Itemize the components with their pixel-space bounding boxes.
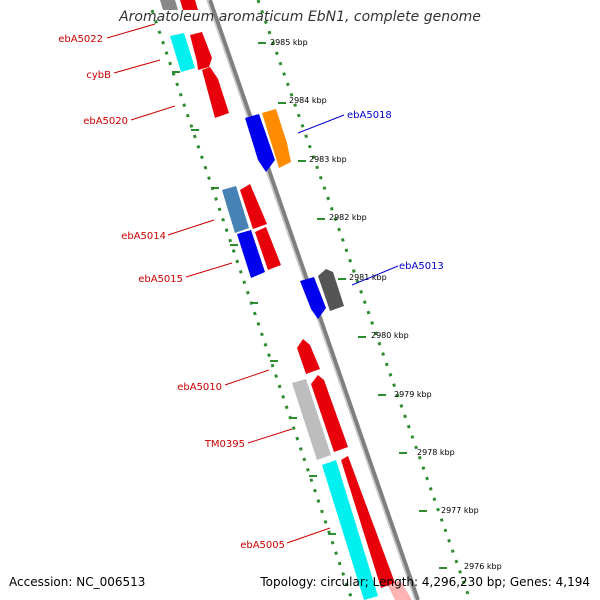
gene-label[interactable]: ebA5010 [177, 382, 222, 393]
gene-arrow-cybB[interactable] [170, 33, 195, 72]
leader-lines [106, 23, 399, 544]
gene-arrow-ebA5015-blue[interactable] [237, 230, 265, 278]
leader-line [224, 369, 270, 386]
gene-arrow-ebA5020[interactable] [202, 67, 229, 118]
leader-line [286, 527, 331, 544]
leader-line [130, 105, 176, 121]
gene-label[interactable]: ebA5014 [121, 231, 166, 242]
outer-dotted-guide [256, 0, 472, 600]
kbp-label: 2983 kbp [309, 155, 347, 164]
gene-labels: ebA5022 cybB ebA5020 ebA5018 ebA5014 ebA… [58, 34, 444, 551]
gene-label[interactable]: ebA5013 [399, 261, 444, 272]
kbp-label: 2985 kbp [270, 38, 308, 47]
gene-arrow-bottom-pink[interactable] [388, 580, 412, 600]
inner-ticks [172, 71, 336, 535]
leader-line [185, 262, 233, 278]
gene-label[interactable]: ebA5020 [83, 116, 128, 127]
leader-line [113, 59, 161, 74]
gene-arrow-ebA5015-red[interactable] [255, 227, 281, 270]
leader-line [351, 265, 399, 286]
gene-label[interactable]: ebA5005 [240, 540, 285, 551]
kbp-label: 2978 kbp [417, 448, 455, 457]
gene-label[interactable]: ebA5018 [347, 110, 392, 121]
gene-arrow-ebA5010[interactable] [297, 339, 320, 374]
kbp-label: 2977 kbp [441, 506, 479, 515]
gene-arrow-TM0395-grey[interactable] [292, 379, 331, 460]
inner-dotted-guide [150, 9, 354, 600]
kbp-ticks [258, 42, 447, 569]
gene-arrow-cybB-red[interactable] [190, 32, 212, 70]
gene-label[interactable]: ebA5015 [138, 274, 183, 285]
gene-arrow-TM0395-red[interactable] [311, 375, 348, 452]
gene-arrow-ebA5005-red[interactable] [341, 456, 395, 588]
gene-arrow-ebA5014-red[interactable] [240, 184, 267, 229]
kbp-labels: 2985 kbp 2984 kbp 2983 kbp 2982 kbp 2981… [270, 38, 502, 571]
kbp-label: 2981 kbp [349, 273, 387, 282]
gene-arrow-partial-red[interactable] [180, 0, 198, 10]
leader-line [297, 114, 345, 134]
kbp-label: 2979 kbp [394, 390, 432, 399]
gene-arrow-ebA5022[interactable] [160, 0, 178, 10]
genome-summary: Topology: circular; Length: 4,296,230 bp… [260, 575, 590, 589]
gene-arrow-ebA5005-cyan[interactable] [322, 460, 378, 600]
accession-text: Accession: NC_006513 [9, 575, 146, 589]
gene-arrow-ebA5018-orange[interactable] [262, 109, 291, 168]
gene-arrow-ebA5018-blue[interactable] [245, 114, 275, 172]
gene-arrow-ebA5014-steel[interactable] [222, 186, 249, 233]
leader-line [167, 219, 215, 236]
gene-label[interactable]: cybB [86, 70, 111, 81]
kbp-label: 2976 kbp [464, 562, 502, 571]
kbp-label: 2980 kbp [371, 331, 409, 340]
gene-label[interactable]: ebA5022 [58, 34, 103, 45]
map-title: Aromatoleum aromaticum EbN1, complete ge… [119, 9, 481, 25]
gene-features [160, 0, 412, 600]
leader-line [247, 428, 293, 444]
kbp-label: 2982 kbp [329, 213, 367, 222]
gene-arrow-ebA5013-blue[interactable] [300, 277, 326, 319]
gene-arrow-ebA5013-grey[interactable] [318, 269, 344, 311]
gene-label[interactable]: TM0395 [204, 439, 245, 450]
kbp-label: 2984 kbp [289, 96, 327, 105]
leader-line [106, 23, 156, 39]
